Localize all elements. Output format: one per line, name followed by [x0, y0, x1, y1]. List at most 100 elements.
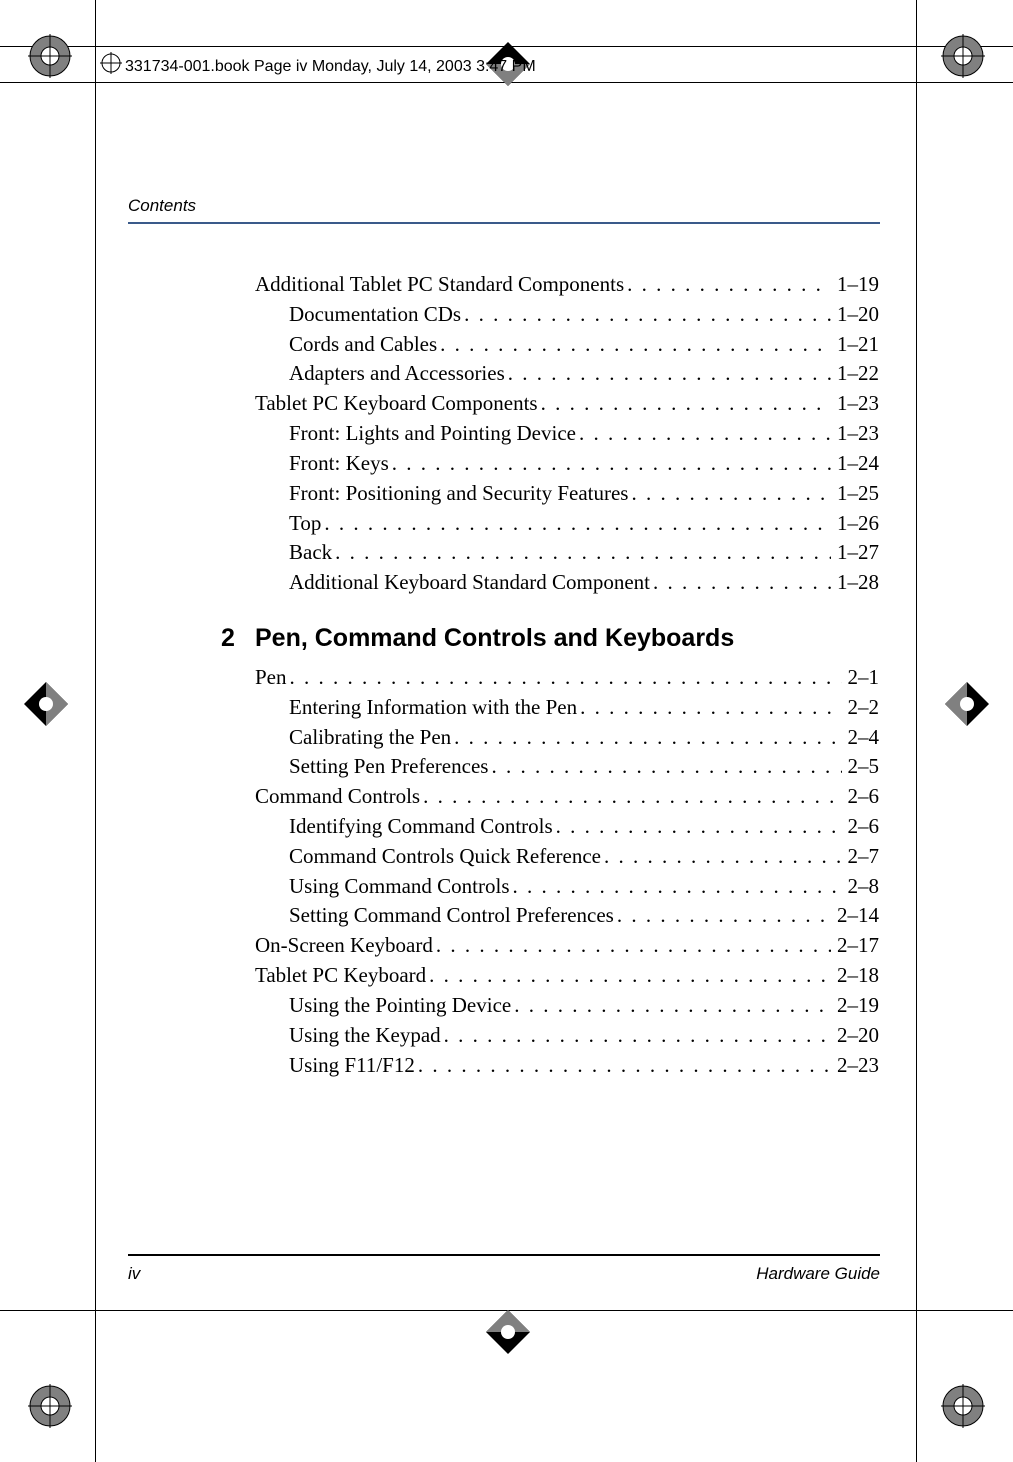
toc-leader-dots [601, 842, 841, 872]
toc-leader-dots [505, 359, 831, 389]
toc-entry-label: Back [289, 538, 332, 568]
running-rule [128, 222, 880, 224]
toc-leader-dots [461, 300, 831, 330]
toc-entry-label: Entering Information with the Pen [289, 693, 577, 723]
toc-entry: Entering Information with the Pen 2–2 [255, 693, 879, 723]
toc-entry: Identifying Command Controls 2–6 [255, 812, 879, 842]
toc-entry: Command Controls 2–6 [255, 782, 879, 812]
toc-entry: Using the Pointing Device2–19 [255, 991, 879, 1021]
toc-leader-dots [389, 449, 831, 479]
registration-mark-icon [941, 1384, 985, 1428]
toc-entry-label: Front: Keys [289, 449, 389, 479]
toc-leader-dots [321, 509, 831, 539]
toc-entry-page: 1–21 [831, 330, 879, 360]
toc-entry-label: Using the Keypad [289, 1021, 441, 1051]
toc-entry-label: Additional Tablet PC Standard Components [255, 270, 624, 300]
toc-entry: Cords and Cables 1–21 [255, 330, 879, 360]
toc-entry-label: Top [289, 509, 321, 539]
running-head: Contents [128, 196, 196, 216]
toc-leader-dots [426, 961, 831, 991]
toc-entry-label: Documentation CDs [289, 300, 461, 330]
toc-leader-dots [433, 931, 831, 961]
toc-entry: On-Screen Keyboard 2–17 [255, 931, 879, 961]
toc-leader-dots [510, 872, 842, 902]
toc-entry-label: Setting Pen Preferences [289, 752, 488, 782]
toc-leader-dots [538, 389, 831, 419]
registration-mark-icon [941, 34, 985, 78]
chapter-heading: 2 Pen, Command Controls and Keyboards [221, 624, 879, 653]
toc-entry: Setting Command Control Preferences 2–14 [255, 901, 879, 931]
toc-entry: Command Controls Quick Reference 2–7 [255, 842, 879, 872]
toc-entry-page: 2–14 [831, 901, 879, 931]
toc-entry-page: 2–8 [842, 872, 880, 902]
crop-diamond-icon [943, 680, 991, 728]
toc-leader-dots [511, 991, 831, 1021]
crop-line [95, 0, 96, 1462]
chapter-number: 2 [221, 624, 255, 653]
toc-leader-dots [332, 538, 831, 568]
toc-entry: Adapters and Accessories 1–22 [255, 359, 879, 389]
toc-entry-page: 2–2 [842, 693, 880, 723]
toc-entry: Using F11/F122–23 [255, 1051, 879, 1081]
toc-entry: Documentation CDs1–20 [255, 300, 879, 330]
toc-leader-dots [488, 752, 841, 782]
toc-leader-dots [420, 782, 841, 812]
toc-content: Additional Tablet PC Standard Components… [255, 270, 879, 1080]
toc-entry-page: 1–22 [831, 359, 879, 389]
toc-entry-label: Identifying Command Controls [289, 812, 553, 842]
toc-entry-page: 1–28 [831, 568, 879, 598]
toc-entry-label: Adapters and Accessories [289, 359, 505, 389]
toc-entry-label: Calibrating the Pen [289, 723, 451, 753]
toc-entry-label: Additional Keyboard Standard Component [289, 568, 650, 598]
toc-leader-dots [451, 723, 841, 753]
toc-entry-page: 1–27 [831, 538, 879, 568]
toc-entry: Top1–26 [255, 509, 879, 539]
toc-entry: Front: Lights and Pointing Device 1–23 [255, 419, 879, 449]
toc-entry: Front: Keys1–24 [255, 449, 879, 479]
toc-entry-label: Cords and Cables [289, 330, 437, 360]
toc-entry: Using the Keypad 2–20 [255, 1021, 879, 1051]
toc-entry-page: 2–1 [842, 663, 880, 693]
toc-entry-page: 1–19 [831, 270, 879, 300]
toc-entry-page: 2–17 [831, 931, 879, 961]
toc-entry: Back 1–27 [255, 538, 879, 568]
toc-entry-label: Front: Lights and Pointing Device [289, 419, 576, 449]
toc-leader-dots [553, 812, 842, 842]
toc-entry-label: Setting Command Control Preferences [289, 901, 614, 931]
toc-leader-dots [437, 330, 831, 360]
toc-entry: Setting Pen Preferences2–5 [255, 752, 879, 782]
toc-entry-page: 2–20 [831, 1021, 879, 1051]
crop-diamond-icon [484, 1308, 532, 1356]
footer-page-number: iv [128, 1264, 140, 1284]
toc-entry-label: Using Command Controls [289, 872, 510, 902]
toc-entry-label: Tablet PC Keyboard Components [255, 389, 538, 419]
toc-entry-page: 2–19 [831, 991, 879, 1021]
toc-entry-label: Tablet PC Keyboard [255, 961, 426, 991]
toc-entry-page: 2–6 [842, 812, 880, 842]
toc-entry-page: 1–23 [831, 419, 879, 449]
toc-entry-page: 2–4 [842, 723, 880, 753]
toc-entry: Using Command Controls 2–8 [255, 872, 879, 902]
toc-entry: Additional Keyboard Standard Component 1–… [255, 568, 879, 598]
toc-entry: Additional Tablet PC Standard Components… [255, 270, 879, 300]
print-stamp: 331734-001.book Page iv Monday, July 14,… [125, 58, 536, 76]
toc-entry-label: Command Controls [255, 782, 420, 812]
footer-guide-name: Hardware Guide [756, 1264, 880, 1284]
toc-entry: Calibrating the Pen 2–4 [255, 723, 879, 753]
toc-leader-dots [441, 1021, 831, 1051]
toc-leader-dots [628, 479, 831, 509]
registration-mark-icon [28, 34, 72, 78]
toc-entry-page: 1–25 [831, 479, 879, 509]
toc-entry-label: Command Controls Quick Reference [289, 842, 601, 872]
toc-leader-dots [624, 270, 831, 300]
toc-leader-dots [577, 693, 841, 723]
crop-diamond-icon [22, 680, 70, 728]
footer-rule [128, 1254, 880, 1256]
toc-entry-label: Using F11/F12 [289, 1051, 415, 1081]
toc-entry-page: 2–7 [842, 842, 880, 872]
toc-leader-dots [287, 663, 842, 693]
toc-entry-label: On-Screen Keyboard [255, 931, 433, 961]
chapter-title: Pen, Command Controls and Keyboards [255, 624, 734, 653]
toc-entry: Front: Positioning and Security Features… [255, 479, 879, 509]
toc-entry-page: 2–6 [842, 782, 880, 812]
